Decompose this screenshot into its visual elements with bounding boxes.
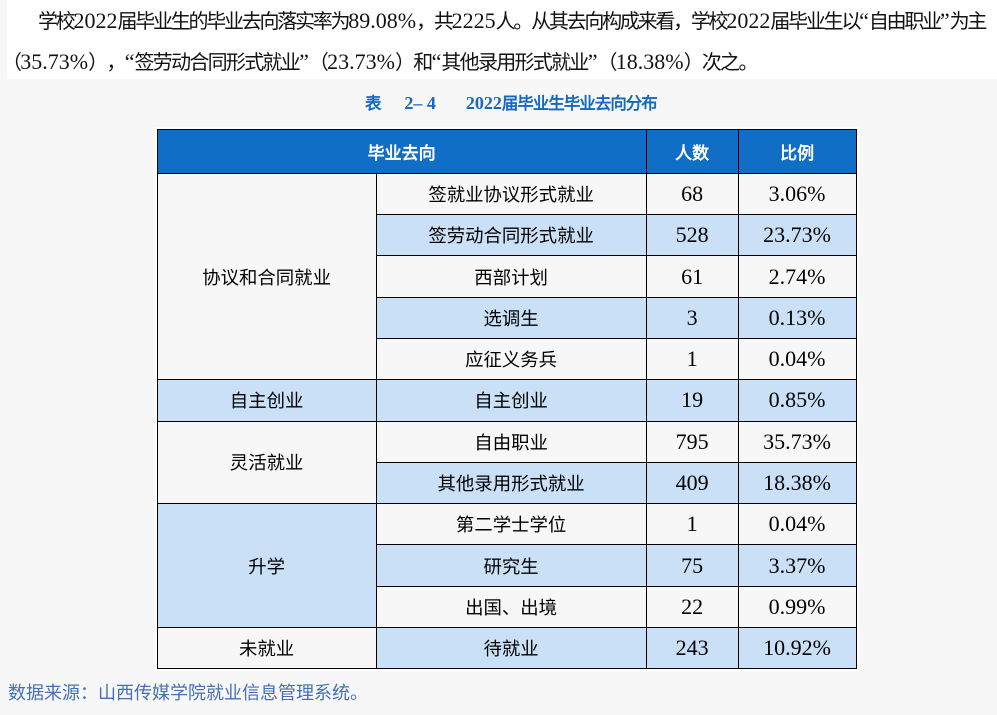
category-cell: 未就业: [156, 627, 377, 670]
count-cell: 1: [645, 337, 739, 381]
ratio-cell: 0.99%: [737, 585, 857, 629]
item-cell: 第二学士学位: [375, 503, 647, 546]
table-caption: 表 2– 4 2022届毕业生毕业去向分布: [154, 90, 855, 114]
item-cell: 待就业: [375, 627, 647, 670]
item-cell: 西部计划: [375, 255, 647, 298]
ratio-cell: 10.92%: [737, 627, 857, 670]
count-cell: 528: [645, 214, 739, 257]
category-cell: 自主创业: [156, 379, 377, 422]
count-cell: 3: [645, 296, 739, 339]
table-header-row: 毕业去向 人数 比例: [156, 129, 857, 174]
table-row: 选调生 3 0.13%: [157, 296, 857, 339]
table-row: 未就业 待就业 243 10.92%: [156, 627, 857, 670]
table-row: 协议和合同就业 签就业协议形式就业 68 3.06%: [156, 172, 857, 381]
table-row: 自主创业 自主创业 19 0.85%: [156, 379, 857, 422]
table-row: 灵活就业 自由职业 795 35.73%: [156, 420, 857, 505]
count-cell: 61: [645, 255, 739, 298]
count-cell: 68: [645, 172, 739, 216]
count-cell: 795: [645, 420, 739, 463]
ratio-cell: 0.04%: [737, 503, 857, 546]
table-caption-title: 2022届毕业生毕业去向分布: [465, 93, 658, 113]
ratio-cell: 3.06%: [737, 172, 857, 216]
item-cell: 研究生: [375, 544, 647, 587]
ratio-cell: 18.38%: [737, 461, 857, 505]
ratio-cell: 23.73%: [737, 214, 857, 257]
item-cell: 出国、出境: [375, 585, 647, 629]
item-cell: 应征义务兵: [375, 337, 647, 381]
item-cell: 自主创业: [375, 379, 647, 422]
table-row: 出国、出境 22 0.99%: [157, 585, 857, 629]
item-cell: 签就业协议形式就业: [375, 172, 647, 216]
category-cell: 协议和合同就业: [156, 172, 377, 381]
table-row: 签劳动合同形式就业 528 23.73%: [157, 214, 857, 257]
intro-paragraph: 学校2022届毕业生的毕业去向落实率为89.08%，共2225人。从其去向构成来…: [2, 0, 997, 79]
ratio-cell: 0.04%: [737, 337, 857, 381]
data-source-note: 数据来源：山西传媒学院就业信息管理系统。: [8, 683, 368, 703]
item-cell: 其他录用形式就业: [375, 461, 647, 505]
header-cell-count: 人数: [645, 129, 739, 174]
table-caption-label: 表: [365, 95, 382, 113]
item-cell: 签劳动合同形式就业: [375, 214, 647, 257]
destination-table: 毕业去向 人数 比例 协议和合同就业 签就业协议形式就业 68 3.06% 签劳动合同形…: [156, 129, 857, 670]
count-cell: 1: [645, 503, 739, 546]
count-cell: 243: [645, 627, 739, 670]
count-cell: 409: [645, 461, 739, 505]
ratio-cell: 2.74%: [737, 255, 857, 298]
intro-paragraph-line2: （35.73%），“签劳动合同形式就业”（23.73%）和“其他录用形式就业”（…: [2, 49, 758, 75]
category-cell: 升学: [156, 503, 377, 629]
ratio-cell: 3.37%: [737, 544, 857, 587]
count-cell: 19: [645, 379, 739, 422]
table-row: 其他录用形式就业 409 18.38%: [157, 461, 857, 505]
table-row: 研究生 75 3.37%: [157, 544, 857, 587]
category-cell: 灵活就业: [156, 420, 377, 505]
ratio-cell: 0.85%: [737, 379, 857, 422]
header-cell-ratio: 比例: [737, 129, 857, 174]
table-caption-number: 2– 4: [404, 93, 436, 113]
ratio-cell: 0.13%: [737, 296, 857, 339]
count-cell: 75: [645, 544, 739, 587]
intro-paragraph-line1: 学校2022届毕业生的毕业去向落实率为89.08%，共2225人。从其去向构成来…: [38, 8, 987, 34]
table-row: 升学 第二学士学位 1 0.04%: [156, 503, 857, 629]
ratio-cell: 35.73%: [737, 420, 857, 463]
count-cell: 22: [645, 585, 739, 629]
item-cell: 自由职业: [375, 420, 647, 463]
header-cell-destination: 毕业去向: [156, 129, 647, 174]
item-cell: 选调生: [375, 296, 647, 339]
